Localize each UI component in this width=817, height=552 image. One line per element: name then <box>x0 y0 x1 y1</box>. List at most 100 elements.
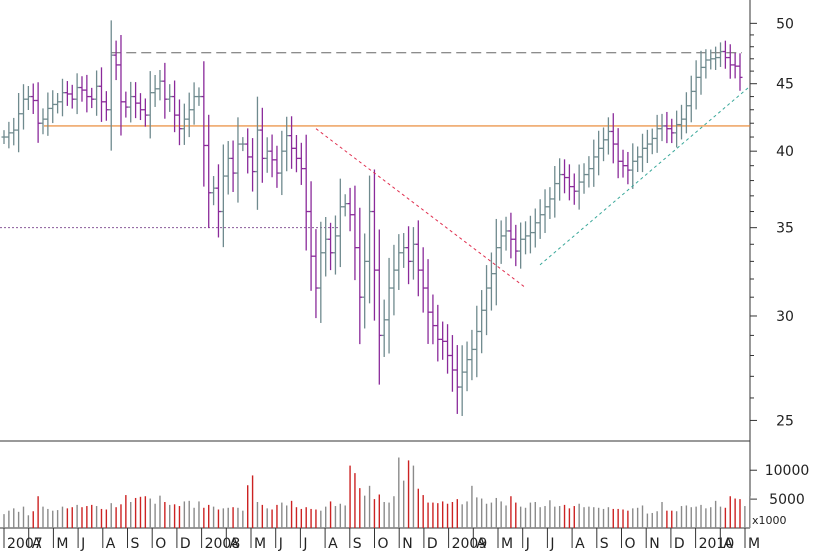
price-bar <box>566 164 572 201</box>
price-bar <box>625 151 631 185</box>
x-tick-label: A <box>476 536 486 552</box>
price-bar <box>337 178 343 268</box>
price-bar <box>45 92 51 136</box>
volume-tick-label: 5000 <box>769 492 805 508</box>
price-bar <box>683 92 689 134</box>
price-bar <box>430 294 436 345</box>
price-bar <box>264 137 270 173</box>
price-bar <box>308 181 314 291</box>
price-bar <box>674 110 680 148</box>
price-bar <box>323 216 329 277</box>
price-bar <box>542 189 548 234</box>
price-bar <box>206 114 212 229</box>
price-bar <box>474 305 480 378</box>
price-bar <box>128 81 134 123</box>
price-bar <box>367 175 373 304</box>
price-bar <box>620 149 626 178</box>
price-bar <box>727 44 733 79</box>
price-bar <box>527 215 533 254</box>
price-bar <box>347 187 353 232</box>
price-bar <box>518 222 524 269</box>
x-tick-label: J <box>549 536 554 552</box>
price-bar <box>137 93 143 121</box>
price-bar <box>240 137 246 152</box>
price-bar <box>352 185 358 281</box>
price-bar <box>396 234 402 290</box>
price-bar <box>259 107 265 183</box>
price-bar <box>562 159 568 194</box>
price-bar <box>69 84 75 109</box>
reference-lines <box>0 52 750 229</box>
price-bar <box>722 40 728 69</box>
price-bar <box>30 83 36 114</box>
price-bar <box>547 187 553 219</box>
price-bar <box>108 20 114 151</box>
price-bar <box>664 111 670 144</box>
price-bar <box>596 130 602 176</box>
price-bar <box>103 91 109 121</box>
price-bar <box>152 74 158 107</box>
price-bar <box>386 257 392 354</box>
price-bar <box>371 169 377 321</box>
x-tick-label: A <box>229 536 239 552</box>
price-bar <box>484 265 490 336</box>
x-tick-label: A <box>32 536 42 552</box>
price-bar <box>508 212 514 259</box>
price-bar <box>630 143 636 189</box>
price-bar <box>79 76 85 102</box>
x-tick-label: J <box>278 536 283 552</box>
price-bar <box>25 86 31 110</box>
price-bar <box>688 75 694 123</box>
price-bar <box>211 176 217 206</box>
price-bar <box>523 221 529 255</box>
x-tick-label: A <box>328 536 338 552</box>
price-bar <box>693 60 699 110</box>
price-bar <box>581 163 587 194</box>
price-bar <box>11 117 17 146</box>
price-bar <box>679 104 685 140</box>
x-tick-label: M <box>501 536 513 552</box>
price-bar <box>284 116 290 172</box>
price-bar <box>74 73 80 115</box>
x-tick-label: 2008 <box>205 536 241 552</box>
price-bar <box>64 81 70 106</box>
price-bar <box>513 224 519 267</box>
price-bar <box>16 93 22 153</box>
price-tick-label: 50 <box>776 16 794 32</box>
price-bar <box>157 69 163 101</box>
price-bar <box>118 34 124 136</box>
price-bar <box>376 229 382 385</box>
price-bar <box>454 345 460 414</box>
price-bar <box>98 67 104 122</box>
price-bar <box>123 91 129 118</box>
price-bar <box>50 90 56 124</box>
price-bar <box>167 84 173 112</box>
price-bar <box>571 173 577 205</box>
price-bar <box>615 128 621 179</box>
price-bar <box>586 156 592 188</box>
x-tick-label: M <box>56 536 68 552</box>
price-bar <box>172 80 178 133</box>
price-bar <box>610 113 616 164</box>
price-bar <box>401 233 407 268</box>
x-tick-label: D <box>674 536 685 552</box>
price-bar <box>191 82 197 125</box>
price-bar <box>176 99 182 146</box>
price-bar <box>113 40 119 81</box>
price-bar <box>640 133 646 173</box>
volume-bars <box>3 457 751 528</box>
price-bar <box>537 199 543 239</box>
trendlines <box>315 85 751 289</box>
price-bar <box>503 216 509 251</box>
price-bar <box>357 207 363 345</box>
price-bar <box>332 215 338 275</box>
x-tick-label: 2009 <box>452 536 488 552</box>
price-bar <box>415 220 421 297</box>
x-tick-label: J <box>302 536 307 552</box>
price-bar <box>605 117 611 155</box>
price-bar <box>669 118 675 144</box>
price-bar <box>40 108 46 135</box>
price-bar <box>406 226 412 285</box>
